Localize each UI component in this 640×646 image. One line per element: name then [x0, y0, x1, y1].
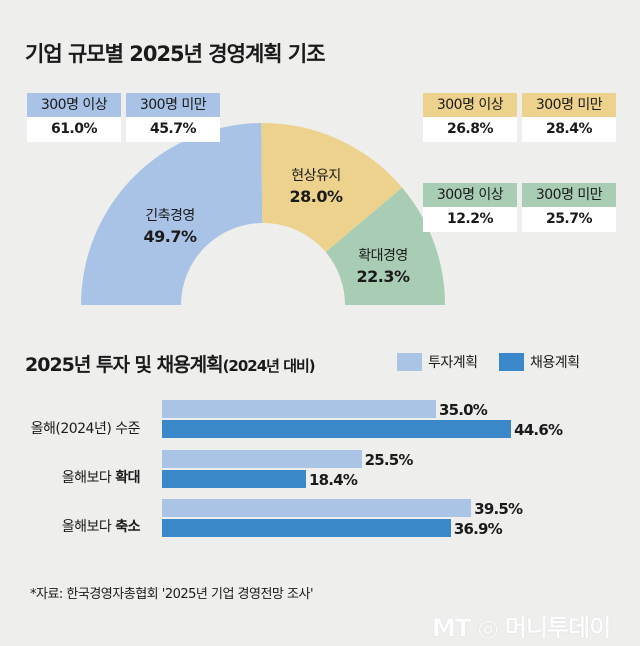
legend-swatch [499, 353, 524, 371]
category-label: 올해(2024년) 수준 [30, 421, 141, 437]
legend-investment: 투자계획 [397, 352, 478, 372]
category-label: 올해보다 축소 [61, 519, 141, 535]
slice-label-maintain: 현상유지 28.0% [289, 168, 343, 206]
data-label: 25.5% [364, 451, 414, 469]
data-label: 18.4% [309, 471, 358, 489]
shrink-breakdown-small: 300명 미만 45.7% [126, 93, 220, 142]
legend-swatch [397, 353, 422, 371]
expand-breakdown-small: 300명 미만 25.7% [522, 183, 616, 232]
bar-hiring [162, 420, 512, 438]
donut-title: 기업 규모별 2025년 경영계획 기조 [25, 42, 326, 66]
data-label: 44.6% [514, 421, 563, 439]
shrink-breakdown-large: 300명 이상 61.0% [27, 93, 121, 142]
bar-hiring [162, 519, 451, 537]
bar-title: 2025년 투자 및 채용계획(2024년 대비) [25, 354, 316, 376]
data-label: 36.9% [453, 520, 503, 538]
bar-investment [162, 450, 362, 468]
data-label: 35.0% [439, 401, 488, 419]
bar-investment [162, 400, 436, 418]
data-label: 39.5% [474, 500, 523, 518]
watermark-logo: MT ◎ 머니투데이 [432, 614, 611, 642]
source-note: *자료: 한국경영자총협회 '2025년 기업 경영전망 조사' [30, 587, 314, 602]
maintain-breakdown-small: 300명 미만 28.4% [522, 93, 616, 142]
category-label: 올해보다 확대 [61, 470, 141, 486]
maintain-breakdown-large: 300명 이상 26.8% [423, 93, 517, 142]
expand-breakdown-large: 300명 이상 12.2% [423, 183, 517, 232]
bar-hiring [162, 470, 307, 488]
bar-investment [162, 499, 472, 517]
legend-hiring: 채용계획 [499, 352, 580, 372]
slice-1 [261, 122, 403, 253]
slice-2 [325, 187, 445, 305]
slice-label-expand: 확대경영 22.3% [356, 248, 410, 286]
slice-label-shrink: 긴축경영 49.7% [143, 208, 197, 246]
half-donut-chart [81, 122, 445, 305]
slice-0 [81, 123, 263, 305]
